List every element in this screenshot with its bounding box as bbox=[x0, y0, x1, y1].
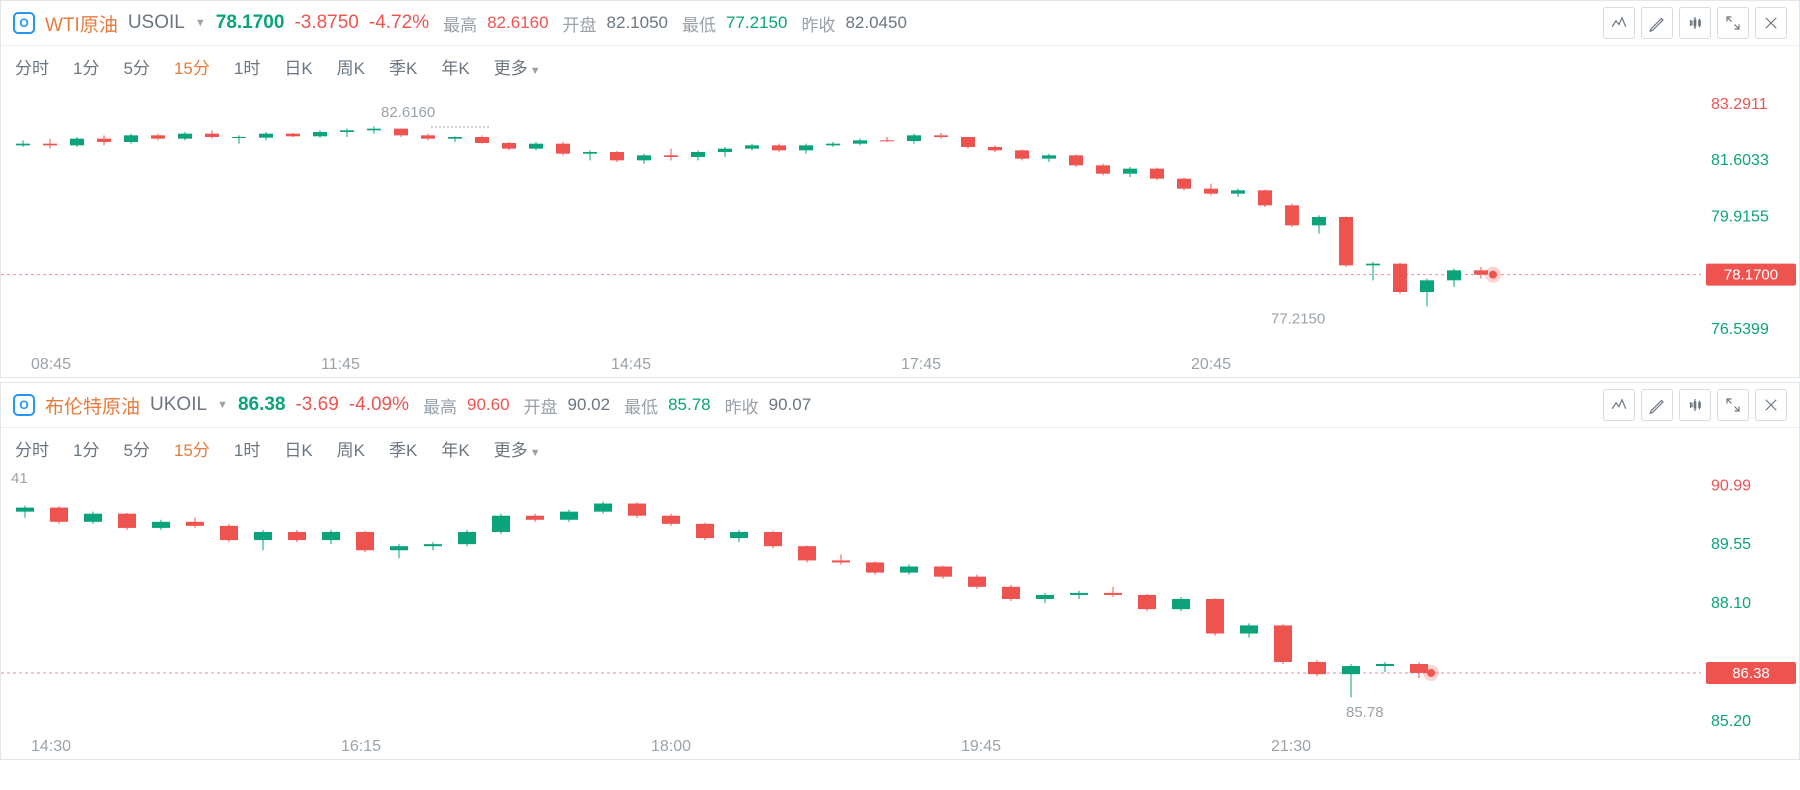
last-price: 86.38 bbox=[238, 394, 286, 416]
symbol-code[interactable]: UKOIL bbox=[150, 394, 207, 416]
svg-text:14:45: 14:45 bbox=[611, 356, 651, 373]
indicator-button[interactable] bbox=[1603, 7, 1635, 39]
symbol-name[interactable]: WTI原油 bbox=[45, 10, 118, 37]
svg-text:86.38: 86.38 bbox=[1732, 665, 1770, 682]
timeframe-option[interactable]: 季K bbox=[389, 54, 417, 79]
price-change-pct: -4.72% bbox=[369, 12, 429, 34]
price-change-pct: -4.09% bbox=[349, 394, 409, 416]
price-change: -3.8750 bbox=[294, 12, 358, 34]
panel-header: O WTI原油 USOIL ▼ 78.1700 -3.8750 -4.72% 最高 82.616… bbox=[1, 1, 1799, 46]
timeframe-option[interactable]: 1分 bbox=[73, 54, 99, 79]
draw-button[interactable] bbox=[1641, 389, 1673, 421]
panel-tools bbox=[1603, 7, 1787, 39]
svg-text:20:45: 20:45 bbox=[1191, 356, 1231, 373]
timeframe-row: 分时 1分 5分 15分 1时日K 周K 季K 年K 更多▼ bbox=[1, 46, 1799, 87]
chart-area[interactable]: 90.99 89.55 88.10 85.20 86.38 14:30 16:15 18:00… bbox=[1, 469, 1799, 759]
svg-text:77.2150: 77.2150 bbox=[1271, 311, 1325, 328]
svg-text:89.55: 89.55 bbox=[1711, 536, 1751, 553]
stat-high-label: 最高 bbox=[423, 393, 457, 418]
symbol-logo: O bbox=[13, 12, 35, 34]
candle-button[interactable] bbox=[1679, 389, 1711, 421]
svg-text:19:45: 19:45 bbox=[961, 738, 1001, 755]
svg-text:17:45: 17:45 bbox=[901, 356, 941, 373]
stat-prev-label: 昨收 bbox=[725, 393, 759, 418]
stat-low-label: 最低 bbox=[624, 393, 658, 418]
chevron-down-icon: ▼ bbox=[530, 447, 541, 459]
timeframe-option[interactable]: 5分 bbox=[123, 54, 149, 79]
timeframe-option[interactable]: 周K bbox=[337, 54, 365, 79]
svg-text:81.6033: 81.6033 bbox=[1711, 152, 1769, 169]
stat-low-value: 85.78 bbox=[668, 395, 711, 415]
symbol-dropdown-icon[interactable]: ▼ bbox=[217, 399, 228, 411]
svg-text:78.1700: 78.1700 bbox=[1724, 267, 1778, 284]
stat-low-value: 77.2150 bbox=[726, 13, 787, 33]
svg-text:76.5399: 76.5399 bbox=[1711, 321, 1769, 338]
svg-text:90.99: 90.99 bbox=[1711, 478, 1751, 495]
timeframe-option[interactable]: 15分 bbox=[174, 54, 210, 79]
panel-tools bbox=[1603, 389, 1787, 421]
timeframe-option[interactable]: 分时 bbox=[15, 436, 49, 461]
svg-text:14:30: 14:30 bbox=[31, 738, 71, 755]
timeframe-option[interactable]: 分时 bbox=[15, 54, 49, 79]
stat-prev-label: 昨收 bbox=[801, 11, 835, 36]
timeframe-option[interactable]: 15分 bbox=[174, 436, 210, 461]
close-button[interactable] bbox=[1755, 389, 1787, 421]
stat-open-value: 82.1050 bbox=[607, 13, 668, 33]
price-change: -3.69 bbox=[295, 394, 338, 416]
svg-text:18:00: 18:00 bbox=[651, 738, 691, 755]
timeframe-option[interactable]: 年K bbox=[441, 54, 469, 79]
symbol-logo: O bbox=[13, 394, 35, 416]
stat-high-value: 82.6160 bbox=[487, 13, 548, 33]
stat-open-label: 开盘 bbox=[563, 11, 597, 36]
last-price: 78.1700 bbox=[216, 12, 285, 34]
symbol-name[interactable]: 布伦特原油 bbox=[45, 392, 140, 419]
symbol-code[interactable]: USOIL bbox=[128, 12, 185, 34]
close-button[interactable] bbox=[1755, 7, 1787, 39]
timeframe-option[interactable]: 日K bbox=[284, 54, 312, 79]
svg-text:85.20: 85.20 bbox=[1711, 713, 1751, 730]
timeframe-option[interactable]: 更多▼ bbox=[494, 436, 541, 461]
chart-panel: O WTI原油 USOIL ▼ 78.1700 -3.8750 -4.72% 最高 82.616… bbox=[0, 0, 1800, 378]
candle-button[interactable] bbox=[1679, 7, 1711, 39]
symbol-dropdown-icon[interactable]: ▼ bbox=[195, 17, 206, 29]
timeframe-option[interactable]: 季K bbox=[389, 436, 417, 461]
stat-high-label: 最高 bbox=[443, 11, 477, 36]
stat-open-value: 90.02 bbox=[568, 395, 611, 415]
svg-text:79.9155: 79.9155 bbox=[1711, 208, 1769, 225]
stat-low-label: 最低 bbox=[682, 11, 716, 36]
timeframe-option[interactable]: 5分 bbox=[123, 436, 149, 461]
timeframe-option[interactable]: 1时 bbox=[234, 436, 260, 461]
timeframe-option[interactable]: 1时 bbox=[234, 54, 260, 79]
stat-prev-value: 90.07 bbox=[769, 395, 812, 415]
indicator-button[interactable] bbox=[1603, 389, 1635, 421]
svg-text:88.10: 88.10 bbox=[1711, 595, 1751, 612]
stat-open-label: 开盘 bbox=[524, 393, 558, 418]
timeframe-option[interactable]: 年K bbox=[441, 436, 469, 461]
chart-area[interactable]: 83.2911 81.6033 79.9155 76.5399 78.1700 08:45… bbox=[1, 87, 1799, 377]
svg-text:21:30: 21:30 bbox=[1271, 738, 1311, 755]
svg-text:85.78: 85.78 bbox=[1346, 704, 1384, 721]
svg-text:11:45: 11:45 bbox=[321, 356, 360, 373]
timeframe-option[interactable]: 周K bbox=[337, 436, 365, 461]
timeframe-option[interactable]: 更多▼ bbox=[494, 54, 541, 79]
chevron-down-icon: ▼ bbox=[530, 65, 541, 77]
svg-text:83.2911: 83.2911 bbox=[1711, 96, 1768, 113]
chart-panel: O 布伦特原油 UKOIL ▼ 86.38 -3.69 -4.09% 最高 90.60 开盘 90.… bbox=[0, 382, 1800, 760]
svg-text:16:15: 16:15 bbox=[341, 738, 381, 755]
expand-button[interactable] bbox=[1717, 389, 1749, 421]
timeframe-row: 分时 1分 5分 15分 1时日K 周K 季K 年K 更多▼ bbox=[1, 428, 1799, 469]
timeframe-option[interactable]: 1分 bbox=[73, 436, 99, 461]
svg-text:08:45: 08:45 bbox=[31, 356, 71, 373]
expand-button[interactable] bbox=[1717, 7, 1749, 39]
svg-text:41: 41 bbox=[11, 470, 28, 487]
stat-prev-value: 82.0450 bbox=[845, 13, 906, 33]
timeframe-option[interactable]: 日K bbox=[284, 436, 312, 461]
panel-header: O 布伦特原油 UKOIL ▼ 86.38 -3.69 -4.09% 最高 90.60 开盘 90.… bbox=[1, 383, 1799, 428]
draw-button[interactable] bbox=[1641, 7, 1673, 39]
svg-text:82.6160: 82.6160 bbox=[381, 104, 435, 121]
stat-high-value: 90.60 bbox=[467, 395, 510, 415]
